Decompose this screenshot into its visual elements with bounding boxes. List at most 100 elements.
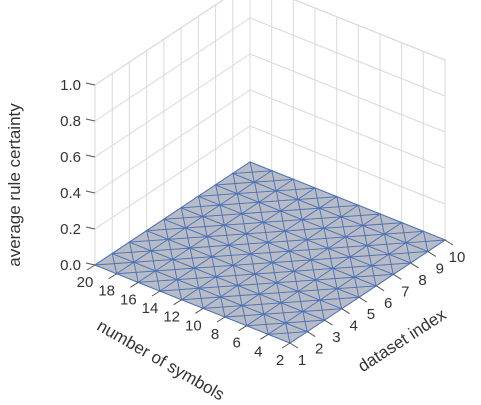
- x-tick-label: 4: [254, 343, 262, 360]
- z-tick-mark: [85, 262, 96, 266]
- x-tick-label: 12: [163, 309, 180, 326]
- y-tick-mark: [341, 308, 350, 315]
- surface-triangle: [205, 224, 228, 238]
- surface-triangle: [252, 169, 275, 183]
- surface-triangle: [201, 204, 223, 217]
- x-tick-mark: [86, 264, 96, 271]
- z-tick-label: 1.0: [60, 77, 81, 94]
- surface-triangle: [407, 250, 430, 264]
- surface-triangle: [425, 239, 447, 253]
- surface-triangle: [301, 299, 323, 312]
- surface-triangle: [132, 250, 154, 263]
- surface-triangle: [136, 270, 159, 283]
- surface-triangle: [245, 313, 267, 327]
- surface-triangle: [257, 190, 279, 203]
- x-axis-label: number of symbols: [94, 316, 228, 404]
- surface-triangle: [180, 287, 202, 301]
- surface-triangle: [213, 172, 236, 186]
- surface-triangle: [352, 264, 375, 278]
- surface-triangle: [262, 302, 284, 315]
- x-tick-mark: [216, 316, 226, 323]
- x-tick-mark: [195, 307, 204, 314]
- surface-triangle: [317, 195, 340, 209]
- z-tick-mark: [85, 226, 96, 230]
- x-tick-label: 18: [98, 283, 115, 300]
- surface-triangle: [201, 296, 224, 309]
- surface-triangle: [253, 261, 275, 275]
- surface-triangle: [361, 213, 383, 226]
- surface-triangle: [93, 252, 115, 266]
- surface-triangle: [335, 276, 358, 290]
- surface-triangle: [365, 233, 388, 247]
- surface-triangle: [231, 253, 254, 266]
- x-tick-mark: [238, 325, 247, 332]
- surface-triangle: [321, 308, 344, 321]
- surface-triangle: [270, 250, 293, 264]
- x-tick-mark: [130, 281, 139, 288]
- z-tick-label: 0.2: [60, 221, 81, 238]
- z-tick-label: 0.0: [60, 257, 81, 274]
- surface-triangle: [240, 201, 262, 215]
- x-tick-label: 10: [185, 317, 202, 334]
- surface-triangle: [314, 187, 337, 199]
- z-tick-mark: [85, 118, 96, 122]
- y-tick-mark: [289, 342, 299, 349]
- z-tick-label: 0.8: [60, 113, 81, 130]
- surface-triangle: [162, 207, 184, 220]
- x-tick-mark: [260, 333, 269, 340]
- x-tick-mark: [151, 290, 161, 297]
- surface-triangle: [110, 241, 133, 255]
- axis-ticks: 0.00.20.40.60.81.02468101214161820123456…: [60, 77, 465, 369]
- surface-triangle: [326, 236, 349, 249]
- surface-triangle: [331, 256, 353, 269]
- z-tick-label: 0.6: [60, 149, 81, 166]
- y-tick-mark: [427, 251, 437, 257]
- surface-triangle: [338, 296, 361, 310]
- surface-triangle: [158, 278, 180, 292]
- surface-triangle: [183, 215, 206, 229]
- surface-triangle: [235, 181, 258, 195]
- surface-triangle: [149, 238, 172, 252]
- x-tick-mark: [173, 299, 182, 306]
- y-tick-mark: [358, 296, 368, 303]
- x-tick-label: 2: [276, 352, 284, 369]
- surface-triangle: [370, 253, 392, 267]
- surface-triangle: [292, 259, 314, 272]
- x-tick-label: 6: [232, 335, 240, 352]
- surface-triangle: [249, 161, 272, 173]
- surface-triangle: [404, 230, 427, 244]
- y-tick-label: 10: [449, 249, 466, 266]
- y-tick-mark: [306, 331, 316, 337]
- surface-triangle: [227, 233, 249, 246]
- y-tick-label: 8: [418, 272, 426, 289]
- z-tick-mark: [85, 82, 96, 86]
- surface-triangle: [287, 238, 310, 252]
- surface-triangle: [387, 242, 409, 255]
- surface-triangle: [422, 230, 446, 242]
- z-tick-mark: [85, 154, 96, 158]
- surface-triangle: [309, 247, 332, 261]
- surface-triangle: [373, 273, 395, 287]
- surface-triangle: [305, 227, 327, 241]
- surface-triangle: [382, 221, 405, 235]
- surface-triangle: [257, 281, 280, 295]
- surface-triangle: [274, 178, 297, 192]
- surface-triangle: [266, 322, 289, 335]
- surface-triangle: [348, 244, 370, 258]
- surface-triangle: [127, 229, 150, 243]
- surface-triangle: [192, 255, 215, 269]
- z-gridline: [94, 17, 446, 122]
- y-tick-label: 7: [401, 283, 409, 300]
- surface-triangle: [357, 204, 381, 216]
- surface-triangle: [210, 244, 232, 258]
- x-tick-label: 8: [211, 326, 219, 343]
- surface-triangle: [179, 195, 202, 209]
- z-gridline: [94, 0, 446, 86]
- surface-triangle: [318, 287, 340, 301]
- surface-triangle: [223, 304, 245, 318]
- surface-triangle: [218, 192, 240, 206]
- surface-triangle: [266, 230, 288, 243]
- surface-triangle: [313, 267, 336, 281]
- surface-triangle: [343, 224, 366, 238]
- surface-triangle: [300, 207, 323, 221]
